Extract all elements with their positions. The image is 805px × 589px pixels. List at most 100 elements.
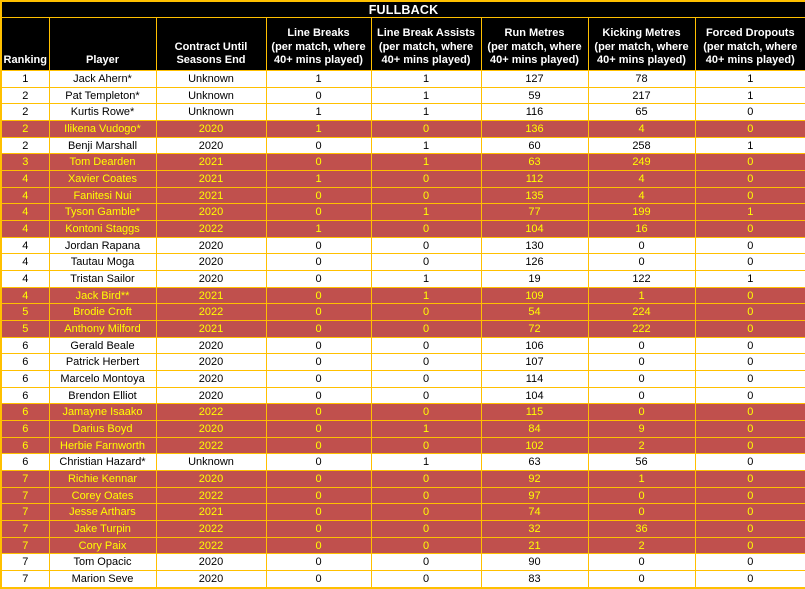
cell-line-breaks: 1 <box>265 70 372 88</box>
cell-contract: 2022 <box>155 436 267 455</box>
cell-player: Christian Hazard* <box>48 453 157 472</box>
cell-ranking: 7 <box>0 553 50 572</box>
cell-line-break-assists: 1 <box>370 153 482 172</box>
cell-run-metres: 127 <box>480 70 589 88</box>
cell-run-metres: 104 <box>480 386 589 405</box>
cell-player: Fanitesi Nui <box>48 186 157 205</box>
cell-forced-dropouts: 0 <box>694 253 805 272</box>
cell-line-break-assists: 0 <box>370 470 482 488</box>
column-header-line-breaks: Line Breaks (per match, where 40+ mins p… <box>265 17 372 71</box>
cell-line-breaks: 0 <box>265 86 372 105</box>
cell-run-metres: 104 <box>480 220 589 238</box>
cell-player: Ilikena Vudogo* <box>48 120 157 138</box>
cell-run-metres: 72 <box>480 320 589 338</box>
cell-run-metres: 97 <box>480 486 589 505</box>
cell-line-break-assists: 1 <box>370 203 482 222</box>
cell-line-breaks: 0 <box>265 270 372 288</box>
cell-forced-dropouts: 0 <box>694 503 805 522</box>
cell-run-metres: 107 <box>480 353 589 372</box>
cell-line-breaks: 0 <box>265 436 372 455</box>
cell-kicking-metres: 224 <box>587 303 696 322</box>
cell-contract: 2022 <box>155 520 267 538</box>
table-row: 4 Tyson Gamble* 2020 0 1 77 199 1 <box>0 203 805 222</box>
table-row: 6 Marcelo Montoya 2020 0 0 114 0 0 <box>0 370 805 388</box>
cell-forced-dropouts: 0 <box>694 103 805 122</box>
table-row: 1 Jack Ahern* Unknown 1 1 127 78 1 <box>0 70 805 88</box>
cell-kicking-metres: 65 <box>587 103 696 122</box>
cell-contract: 2022 <box>155 403 267 422</box>
cell-forced-dropouts: 0 <box>694 453 805 472</box>
cell-line-breaks: 0 <box>265 503 372 522</box>
column-header-contract: Contract Until Seasons End <box>155 17 267 71</box>
cell-line-break-assists: 0 <box>370 303 482 322</box>
cell-ranking: 6 <box>0 370 50 388</box>
cell-forced-dropouts: 0 <box>694 520 805 538</box>
table-row: 3 Tom Dearden 2021 0 1 63 249 0 <box>0 153 805 172</box>
table-row: 7 Jesse Arthars 2021 0 0 74 0 0 <box>0 503 805 522</box>
cell-line-break-assists: 1 <box>370 70 482 88</box>
cell-forced-dropouts: 0 <box>694 486 805 505</box>
cell-ranking: 4 <box>0 220 50 238</box>
cell-line-break-assists: 0 <box>370 386 482 405</box>
cell-line-break-assists: 0 <box>370 570 482 589</box>
cell-contract: Unknown <box>155 86 267 105</box>
cell-forced-dropouts: 0 <box>694 403 805 422</box>
cell-player: Cory Paix <box>48 536 157 555</box>
cell-line-break-assists: 0 <box>370 120 482 138</box>
cell-kicking-metres: 222 <box>587 320 696 338</box>
cell-run-metres: 126 <box>480 253 589 272</box>
cell-contract: 2020 <box>155 253 267 272</box>
cell-player: Pat Templeton* <box>48 86 157 105</box>
cell-run-metres: 83 <box>480 570 589 589</box>
cell-kicking-metres: 0 <box>587 236 696 255</box>
table-row: 7 Richie Kennar 2020 0 0 92 1 0 <box>0 470 805 488</box>
cell-ranking: 4 <box>0 286 50 305</box>
cell-line-breaks: 0 <box>265 403 372 422</box>
cell-forced-dropouts: 0 <box>694 120 805 138</box>
cell-player: Tom Opacic <box>48 553 157 572</box>
cell-player: Jordan Rapana <box>48 236 157 255</box>
cell-contract: 2020 <box>155 236 267 255</box>
cell-line-break-assists: 1 <box>370 270 482 288</box>
cell-line-breaks: 0 <box>265 136 372 155</box>
cell-kicking-metres: 0 <box>587 486 696 505</box>
cell-player: Brendon Elliot <box>48 386 157 405</box>
cell-forced-dropouts: 0 <box>694 336 805 355</box>
cell-forced-dropouts: 0 <box>694 420 805 438</box>
cell-line-breaks: 0 <box>265 320 372 338</box>
cell-forced-dropouts: 0 <box>694 553 805 572</box>
cell-ranking: 6 <box>0 453 50 472</box>
cell-player: Tristan Sailor <box>48 270 157 288</box>
cell-ranking: 6 <box>0 353 50 372</box>
cell-run-metres: 74 <box>480 503 589 522</box>
cell-forced-dropouts: 0 <box>694 470 805 488</box>
cell-line-break-assists: 0 <box>370 186 482 205</box>
table-row: 5 Brodie Croft 2022 0 0 54 224 0 <box>0 303 805 322</box>
cell-player: Tyson Gamble* <box>48 203 157 222</box>
table-row: 2 Kurtis Rowe* Unknown 1 1 116 65 0 <box>0 103 805 122</box>
cell-ranking: 3 <box>0 153 50 172</box>
cell-player: Benji Marshall <box>48 136 157 155</box>
cell-line-break-assists: 0 <box>370 236 482 255</box>
cell-player: Jack Bird** <box>48 286 157 305</box>
cell-line-break-assists: 0 <box>370 403 482 422</box>
cell-forced-dropouts: 0 <box>694 170 805 188</box>
cell-ranking: 7 <box>0 470 50 488</box>
cell-line-break-assists: 0 <box>370 436 482 455</box>
cell-contract: 2021 <box>155 286 267 305</box>
cell-player: Gerald Beale <box>48 336 157 355</box>
cell-line-break-assists: 0 <box>370 353 482 372</box>
cell-kicking-metres: 199 <box>587 203 696 222</box>
cell-ranking: 4 <box>0 170 50 188</box>
cell-player: Jesse Arthars <box>48 503 157 522</box>
cell-line-break-assists: 1 <box>370 103 482 122</box>
cell-run-metres: 109 <box>480 286 589 305</box>
cell-ranking: 7 <box>0 536 50 555</box>
cell-line-breaks: 0 <box>265 370 372 388</box>
cell-ranking: 6 <box>0 386 50 405</box>
cell-ranking: 7 <box>0 520 50 538</box>
cell-forced-dropouts: 0 <box>694 436 805 455</box>
cell-line-break-assists: 1 <box>370 136 482 155</box>
cell-line-break-assists: 0 <box>370 336 482 355</box>
cell-kicking-metres: 1 <box>587 470 696 488</box>
